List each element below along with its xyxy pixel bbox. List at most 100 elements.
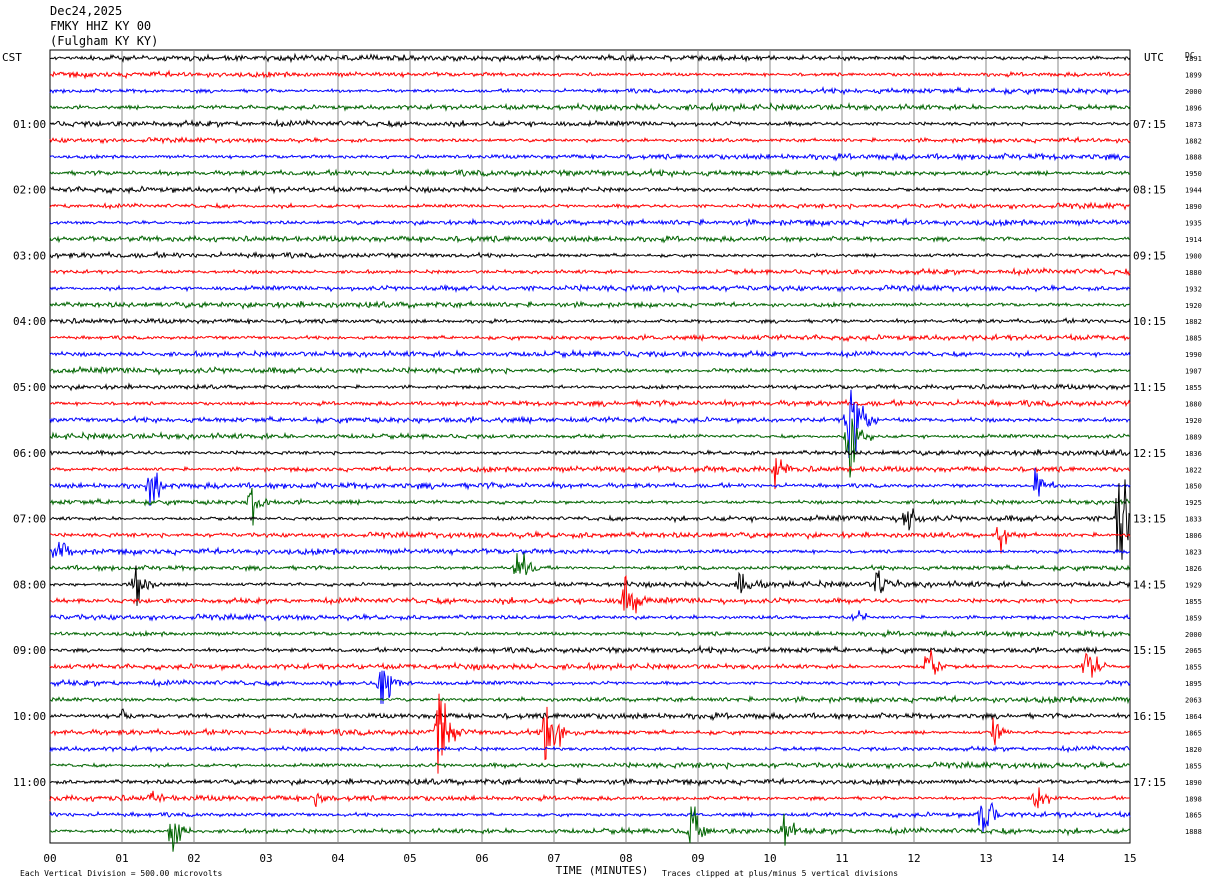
trace-row <box>49 575 1131 614</box>
trace-row <box>49 418 1131 478</box>
trace-row <box>49 467 1131 507</box>
trace-row <box>49 694 1131 705</box>
trace-row <box>49 458 1131 490</box>
trace-row <box>49 801 1131 833</box>
x-tick-label: 01 <box>115 852 128 865</box>
trace-row <box>49 250 1131 260</box>
trace-row <box>49 398 1131 408</box>
left-time-label: 08:00 <box>13 578 46 591</box>
x-axis-title: TIME (MINUTES) <box>556 864 649 877</box>
left-time-label: 06:00 <box>13 447 46 460</box>
trace-row <box>49 266 1131 277</box>
trace-row <box>49 565 1131 606</box>
left-time-label: 02:00 <box>13 184 46 197</box>
trace-row <box>49 101 1131 113</box>
dc-offset-label: 1859 <box>1185 614 1202 622</box>
dc-column-label: DC <box>1185 51 1195 60</box>
dc-offset-label: 1888 <box>1185 154 1202 162</box>
dc-offset-label: 1855 <box>1185 384 1202 392</box>
dc-offset-label: 1889 <box>1185 433 1202 441</box>
dc-offset-label: 1865 <box>1185 729 1202 737</box>
x-tick-label: 10 <box>763 852 776 865</box>
trace-row <box>49 85 1131 96</box>
dc-offset-label: 1855 <box>1185 762 1202 770</box>
trace-row <box>49 234 1131 244</box>
dc-offset-label: 1833 <box>1185 516 1202 524</box>
trace-row <box>49 806 1131 852</box>
dc-offset-label: 1896 <box>1185 104 1202 112</box>
trace-row <box>49 787 1131 809</box>
dc-offset-label: 1850 <box>1185 483 1202 491</box>
trace-row <box>49 217 1131 228</box>
trace-row <box>49 552 1131 576</box>
left-time-label: 01:00 <box>13 118 46 131</box>
trace-row <box>49 283 1131 294</box>
right-time-label: 07:15 <box>1133 118 1166 131</box>
dc-offset-label: 1925 <box>1185 499 1202 507</box>
x-tick-label: 11 <box>835 852 848 865</box>
x-tick-label: 06 <box>475 852 488 865</box>
right-time-label: 11:15 <box>1133 381 1166 394</box>
plot-frame <box>49 49 1131 844</box>
trace-row <box>49 152 1131 162</box>
trace-row <box>49 348 1131 359</box>
dc-offset-label: 1932 <box>1185 285 1202 293</box>
trace-row <box>49 299 1131 310</box>
dc-offset-label: 1880 <box>1185 269 1202 277</box>
footer-scale-note: Each Vertical Division = 500.00 microvol… <box>20 869 222 878</box>
axis-labels: CST UTC DC 01:00 02:00 03:00 04:00 05:00 06:00 07… <box>2 51 1202 878</box>
x-tick-label: 05 <box>403 852 416 865</box>
trace-row <box>49 69 1131 80</box>
dc-offset-label: 1864 <box>1185 713 1202 721</box>
dc-offset-label: 1822 <box>1185 466 1202 474</box>
dc-offset-label: 1882 <box>1185 318 1202 326</box>
left-time-label: 10:00 <box>13 710 46 723</box>
trace-row <box>49 670 1131 704</box>
dc-offset-label: 1823 <box>1185 549 1202 557</box>
left-time-label: 05:00 <box>13 381 46 394</box>
dc-offset-label: 1806 <box>1185 532 1202 540</box>
trace-row <box>49 487 1131 526</box>
dc-offset-label: 2000 <box>1185 631 1202 639</box>
right-time-label: 14:15 <box>1133 578 1166 591</box>
x-tick-label: 02 <box>187 852 200 865</box>
trace-row <box>49 610 1131 622</box>
trace-row <box>49 135 1131 145</box>
seismic-traces <box>49 52 1131 852</box>
dc-offset-label: 1900 <box>1185 252 1202 260</box>
dc-offset-label: 2065 <box>1185 647 1202 655</box>
trace-row <box>50 479 1131 560</box>
dc-offset-label: 1899 <box>1185 71 1202 79</box>
station-code: FMKY HHZ KY 00 <box>50 19 152 33</box>
trace-row <box>49 317 1131 325</box>
trace-row <box>49 541 1131 558</box>
dc-offset-label: 1920 <box>1185 417 1202 425</box>
trace-row <box>49 649 1131 678</box>
trace-row <box>49 167 1131 179</box>
left-time-label: 07:00 <box>13 513 46 526</box>
left-axis-label: CST <box>2 51 22 64</box>
dc-offset-label: 1898 <box>1185 795 1202 803</box>
dc-offset-label: 1855 <box>1185 598 1202 606</box>
dc-offset-label: 1885 <box>1185 335 1202 343</box>
dc-offset-label: 1929 <box>1185 581 1202 589</box>
x-tick-label: 13 <box>979 852 992 865</box>
right-time-label: 08:15 <box>1133 184 1166 197</box>
x-tick-label: 00 <box>43 852 56 865</box>
right-time-label: 13:15 <box>1133 513 1166 526</box>
right-time-label: 16:15 <box>1133 710 1166 723</box>
x-tick-label: 08 <box>619 852 632 865</box>
right-time-label: 12:15 <box>1133 447 1166 460</box>
trace-row <box>49 760 1131 771</box>
trace-row <box>49 708 1131 722</box>
minute-grid <box>49 49 1131 844</box>
dc-offset-label: 1836 <box>1185 450 1202 458</box>
left-time-label: 11:00 <box>13 776 46 789</box>
dc-offset-label: 1890 <box>1185 779 1202 787</box>
dc-offset-label: 1890 <box>1185 203 1202 211</box>
trace-row <box>49 644 1131 656</box>
dc-offset-label: 1888 <box>1185 828 1202 836</box>
trace-row <box>49 382 1131 392</box>
left-time-label: 03:00 <box>13 249 46 262</box>
dc-offset-label: 1935 <box>1185 220 1202 228</box>
